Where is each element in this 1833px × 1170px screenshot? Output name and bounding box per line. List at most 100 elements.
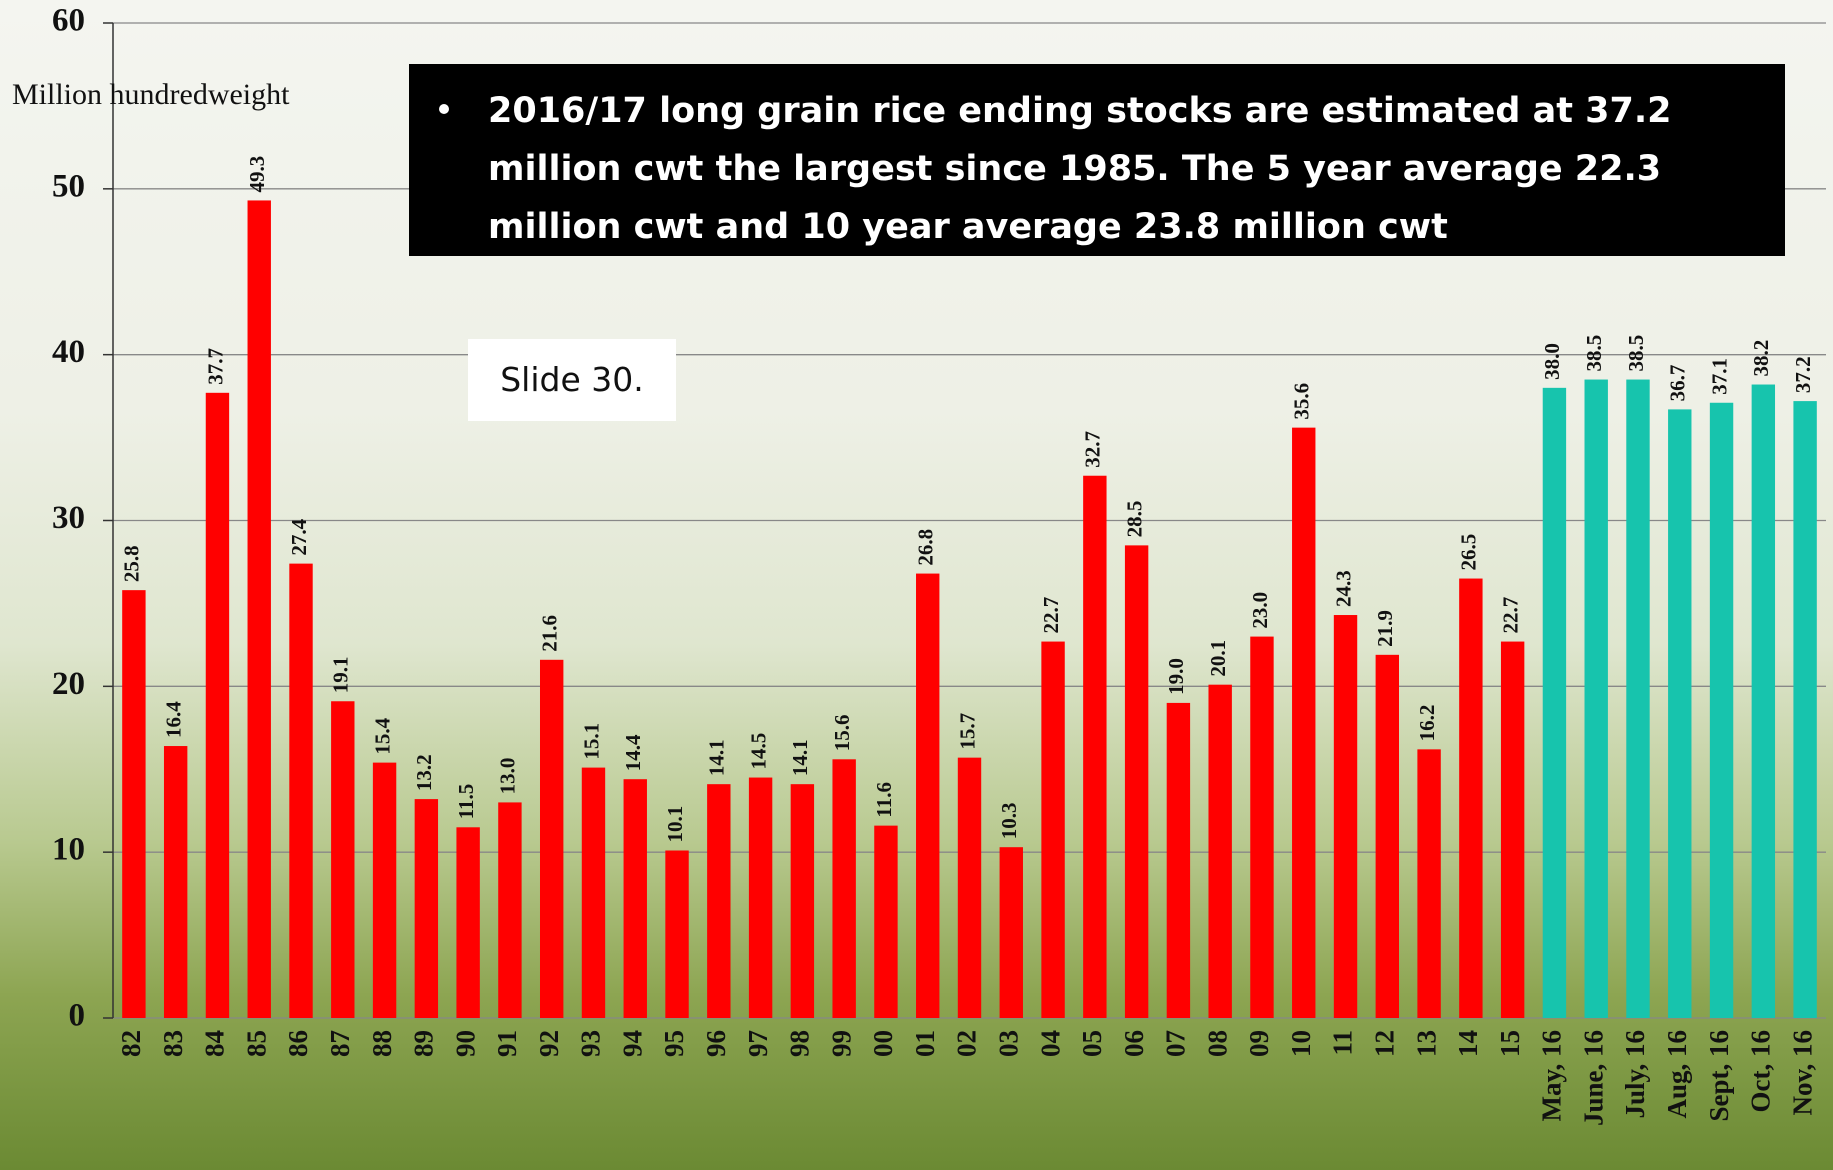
- value-label: 35.6: [1290, 383, 1314, 420]
- bar: [163, 746, 188, 1018]
- bar: [748, 777, 773, 1018]
- x-tick-label: 98: [785, 1030, 815, 1057]
- x-tick-label: 86: [283, 1030, 313, 1057]
- bar: [874, 825, 898, 1018]
- bar: [1292, 427, 1316, 1019]
- bar: [372, 762, 397, 1018]
- bar: [790, 784, 815, 1018]
- x-tick-label: 09: [1244, 1030, 1274, 1057]
- x-tick-label: 88: [367, 1030, 397, 1057]
- value-label: 13.0: [496, 758, 520, 795]
- bar: [1208, 684, 1232, 1018]
- x-tick-label: 82: [116, 1030, 146, 1057]
- value-label: 23.0: [1248, 592, 1272, 629]
- x-tick-label: 01: [910, 1030, 940, 1057]
- x-tick-label: 04: [1035, 1030, 1065, 1057]
- y-axis-label: Million hundredweight: [12, 78, 290, 111]
- bar: [1166, 702, 1191, 1018]
- x-tick-label: 10: [1286, 1030, 1316, 1057]
- bar: [456, 827, 480, 1018]
- y-tick-label: 20: [52, 666, 85, 702]
- bar: [1584, 379, 1608, 1019]
- value-label: 21.6: [538, 615, 562, 652]
- y-tick-label: 0: [69, 998, 86, 1034]
- value-label: 15.4: [370, 717, 394, 754]
- bar: [1751, 384, 1776, 1018]
- x-tick-label: 11: [1328, 1030, 1358, 1056]
- y-tick-label: 40: [52, 334, 85, 370]
- bar: [414, 799, 439, 1018]
- bar: [1417, 749, 1441, 1018]
- bar: [1124, 545, 1149, 1018]
- bar: [1500, 641, 1525, 1018]
- bar: [1626, 379, 1650, 1019]
- bar: [707, 784, 731, 1018]
- value-label: 14.1: [705, 739, 729, 776]
- value-label: 38.5: [1624, 335, 1648, 372]
- value-label: 15.7: [955, 713, 979, 750]
- bar: [1793, 401, 1817, 1019]
- x-tick-label: 95: [659, 1030, 689, 1057]
- x-tick-label: 93: [576, 1030, 606, 1057]
- bar: [498, 802, 522, 1018]
- y-tick-label: 50: [52, 168, 85, 204]
- bar: [957, 757, 982, 1018]
- y-tick-label: 10: [52, 832, 85, 868]
- value-label: 36.7: [1666, 365, 1690, 402]
- x-tick-label: May, 16: [1537, 1030, 1567, 1122]
- bar: [623, 779, 647, 1018]
- x-tick-label: 84: [200, 1030, 230, 1057]
- annotation-box: 2016/17 long grain rice ending stocks ar…: [409, 64, 1785, 256]
- x-tick-label: 15: [1495, 1030, 1525, 1057]
- x-tick-label: 92: [534, 1030, 564, 1057]
- x-tick-label: June, 16: [1578, 1030, 1608, 1126]
- x-tick-label: 14: [1453, 1030, 1483, 1057]
- x-tick-label: 96: [701, 1030, 731, 1057]
- value-label: 16.4: [161, 701, 185, 738]
- value-label: 13.2: [412, 754, 436, 791]
- x-tick-label: July, 16: [1620, 1030, 1650, 1119]
- bar: [1083, 475, 1107, 1019]
- value-label: 22.7: [1498, 597, 1522, 634]
- value-label: 19.1: [329, 657, 353, 694]
- bar: [205, 392, 230, 1018]
- bullet: [439, 104, 449, 114]
- value-label: 24.3: [1331, 570, 1355, 607]
- bar: [832, 759, 856, 1018]
- bar: [1709, 402, 1734, 1019]
- value-label: 27.4: [287, 518, 311, 555]
- value-label: 16.2: [1415, 705, 1439, 742]
- bar: [289, 563, 313, 1018]
- value-label: 37.1: [1707, 358, 1731, 395]
- x-tick-label: 00: [868, 1030, 898, 1057]
- value-label: 11.5: [454, 784, 478, 820]
- value-label: 14.4: [621, 734, 645, 771]
- x-tick-label: 85: [241, 1030, 271, 1057]
- x-tick-label: Aug, 16: [1662, 1030, 1692, 1119]
- value-label: 14.1: [788, 739, 812, 776]
- x-tick-label: 90: [450, 1030, 480, 1057]
- value-label: 11.6: [872, 782, 896, 818]
- x-tick-label: 05: [1077, 1030, 1107, 1057]
- value-label: 20.1: [1206, 640, 1230, 677]
- value-label: 25.8: [120, 545, 144, 582]
- x-tick-label: Oct, 16: [1746, 1030, 1776, 1112]
- value-label: 26.5: [1457, 534, 1481, 571]
- value-label: 22.7: [1039, 597, 1063, 634]
- x-tick-label: 03: [993, 1030, 1023, 1057]
- x-tick-label: 13: [1411, 1030, 1441, 1057]
- x-tick-label: 89: [409, 1030, 439, 1057]
- value-label: 14.5: [746, 733, 770, 770]
- y-tick-label: 30: [52, 500, 85, 536]
- x-tick-label: 06: [1119, 1030, 1149, 1057]
- y-tick-label: 60: [52, 3, 85, 39]
- x-tick-label: Nov, 16: [1787, 1030, 1817, 1116]
- x-tick-label: 91: [492, 1030, 522, 1057]
- value-label: 38.2: [1749, 340, 1773, 377]
- annotation: 2016/17 long grain rice ending stocks ar…: [488, 91, 1672, 247]
- bar: [581, 767, 606, 1018]
- bar: [1542, 387, 1567, 1018]
- bar: [665, 850, 689, 1018]
